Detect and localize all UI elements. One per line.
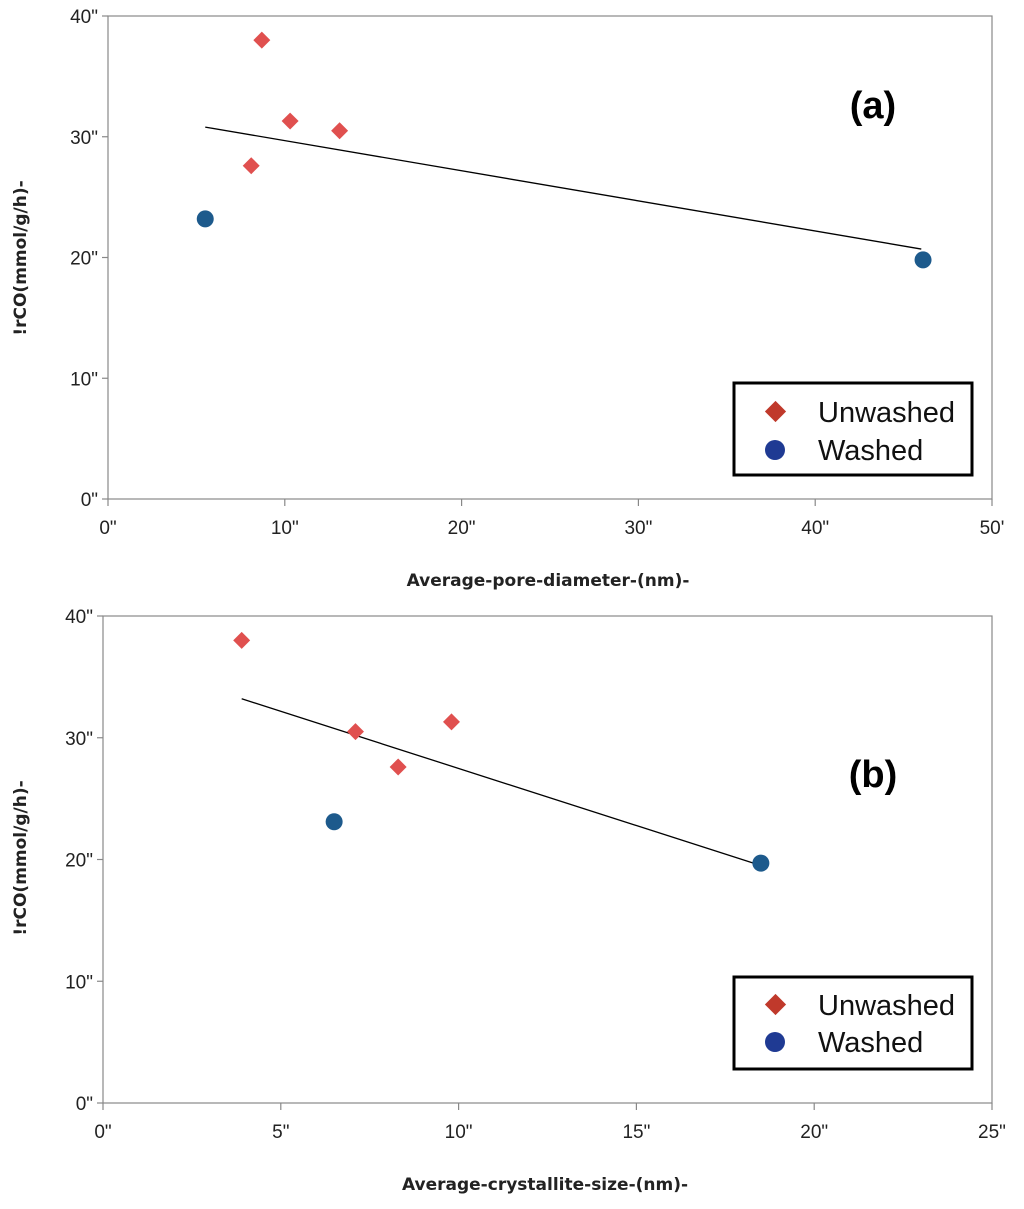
point-washed xyxy=(325,813,343,831)
y-tick-label: 10" xyxy=(70,369,98,390)
legend-marker-unwashed-a xyxy=(764,400,787,423)
y-tick-label: 20" xyxy=(65,851,93,872)
x-tick-label: 50' xyxy=(980,518,1005,539)
x-tick-label: 20" xyxy=(448,518,476,539)
x-tick-label: 0" xyxy=(99,518,116,539)
point-unwashed xyxy=(346,723,364,741)
x-tick-label: 40" xyxy=(801,518,829,539)
data-points-b xyxy=(233,631,770,872)
legend-marker-unwashed-b xyxy=(764,993,787,1016)
point-unwashed xyxy=(242,157,260,175)
x-tick-label: 30" xyxy=(624,518,652,539)
chart-b: 0" 10" 20" 30" 40" 0" 5" 10" 15" 20" 25" (b) Aver… xyxy=(11,607,1006,1195)
y-tick-label: 10" xyxy=(65,972,93,993)
legend-a: Unwashed Washed xyxy=(732,381,974,477)
point-washed xyxy=(752,854,770,872)
y-tick-label: 40" xyxy=(70,7,98,28)
panel-label-a: (a) xyxy=(850,85,896,127)
x-tick-label: 0" xyxy=(94,1122,111,1143)
trendline xyxy=(205,126,922,250)
y-tick-label: 40" xyxy=(65,607,93,628)
x-axis-ticks-a: 0" 10" 20" 30" 40" 50' xyxy=(99,499,1004,539)
legend-label-unwashed-b: Unwashed xyxy=(818,990,955,1022)
panel-label-b: (b) xyxy=(849,754,898,796)
x-axis-ticks-b: 0" 5" 10" 15" 20" 25" xyxy=(94,1103,1006,1143)
legend-label-washed-b: Washed xyxy=(818,1027,923,1059)
x-axis-title-a: Average-pore-diameter-(nm)- xyxy=(407,571,690,591)
legend-box-b xyxy=(732,975,974,1071)
point-unwashed xyxy=(253,31,271,49)
y-axis-ticks-b: 0" 10" 20" 30" 40" xyxy=(65,607,103,1115)
point-unwashed xyxy=(281,112,299,130)
y-axis-ticks-a: 0" 10" 20" 30" 40" xyxy=(70,7,108,511)
legend-label-unwashed-a: Unwashed xyxy=(818,397,955,429)
y-tick-label: 30" xyxy=(70,128,98,149)
legend-label-washed-a: Washed xyxy=(818,435,923,467)
x-tick-label: 20" xyxy=(800,1122,828,1143)
legend-marker-washed-a xyxy=(765,440,785,460)
y-tick-label: 0" xyxy=(81,490,98,511)
point-unwashed xyxy=(443,713,460,731)
data-points-a xyxy=(196,31,932,269)
point-washed xyxy=(914,251,932,269)
y-axis-title-a: !rCO(mmol/g/h)- xyxy=(11,180,31,335)
y-tick-label: 30" xyxy=(65,729,93,750)
x-axis-title-b: Average-crystallite-size-(nm)- xyxy=(402,1175,688,1195)
trendline-a xyxy=(205,126,922,250)
x-tick-label: 15" xyxy=(622,1122,650,1143)
point-unwashed xyxy=(389,758,407,776)
chart-a: 0" 10" 20" 30" 40" 0" 10" 20" 30" 40" 50' (a) Ave… xyxy=(11,7,1004,591)
y-tick-label: 20" xyxy=(70,249,98,270)
point-washed xyxy=(196,210,214,228)
point-unwashed xyxy=(233,631,251,649)
trendline-b xyxy=(241,698,758,865)
legend-marker-washed-b xyxy=(765,1032,785,1052)
x-tick-label: 5" xyxy=(272,1122,289,1143)
legend-b: Unwashed Washed xyxy=(732,975,974,1071)
y-axis-title-b: !rCO(mmol/g/h)- xyxy=(11,780,31,935)
x-tick-label: 25" xyxy=(978,1122,1006,1143)
x-tick-label: 10" xyxy=(271,518,299,539)
x-tick-label: 10" xyxy=(445,1122,473,1143)
y-tick-label: 0" xyxy=(76,1094,93,1115)
trendline xyxy=(241,698,758,865)
